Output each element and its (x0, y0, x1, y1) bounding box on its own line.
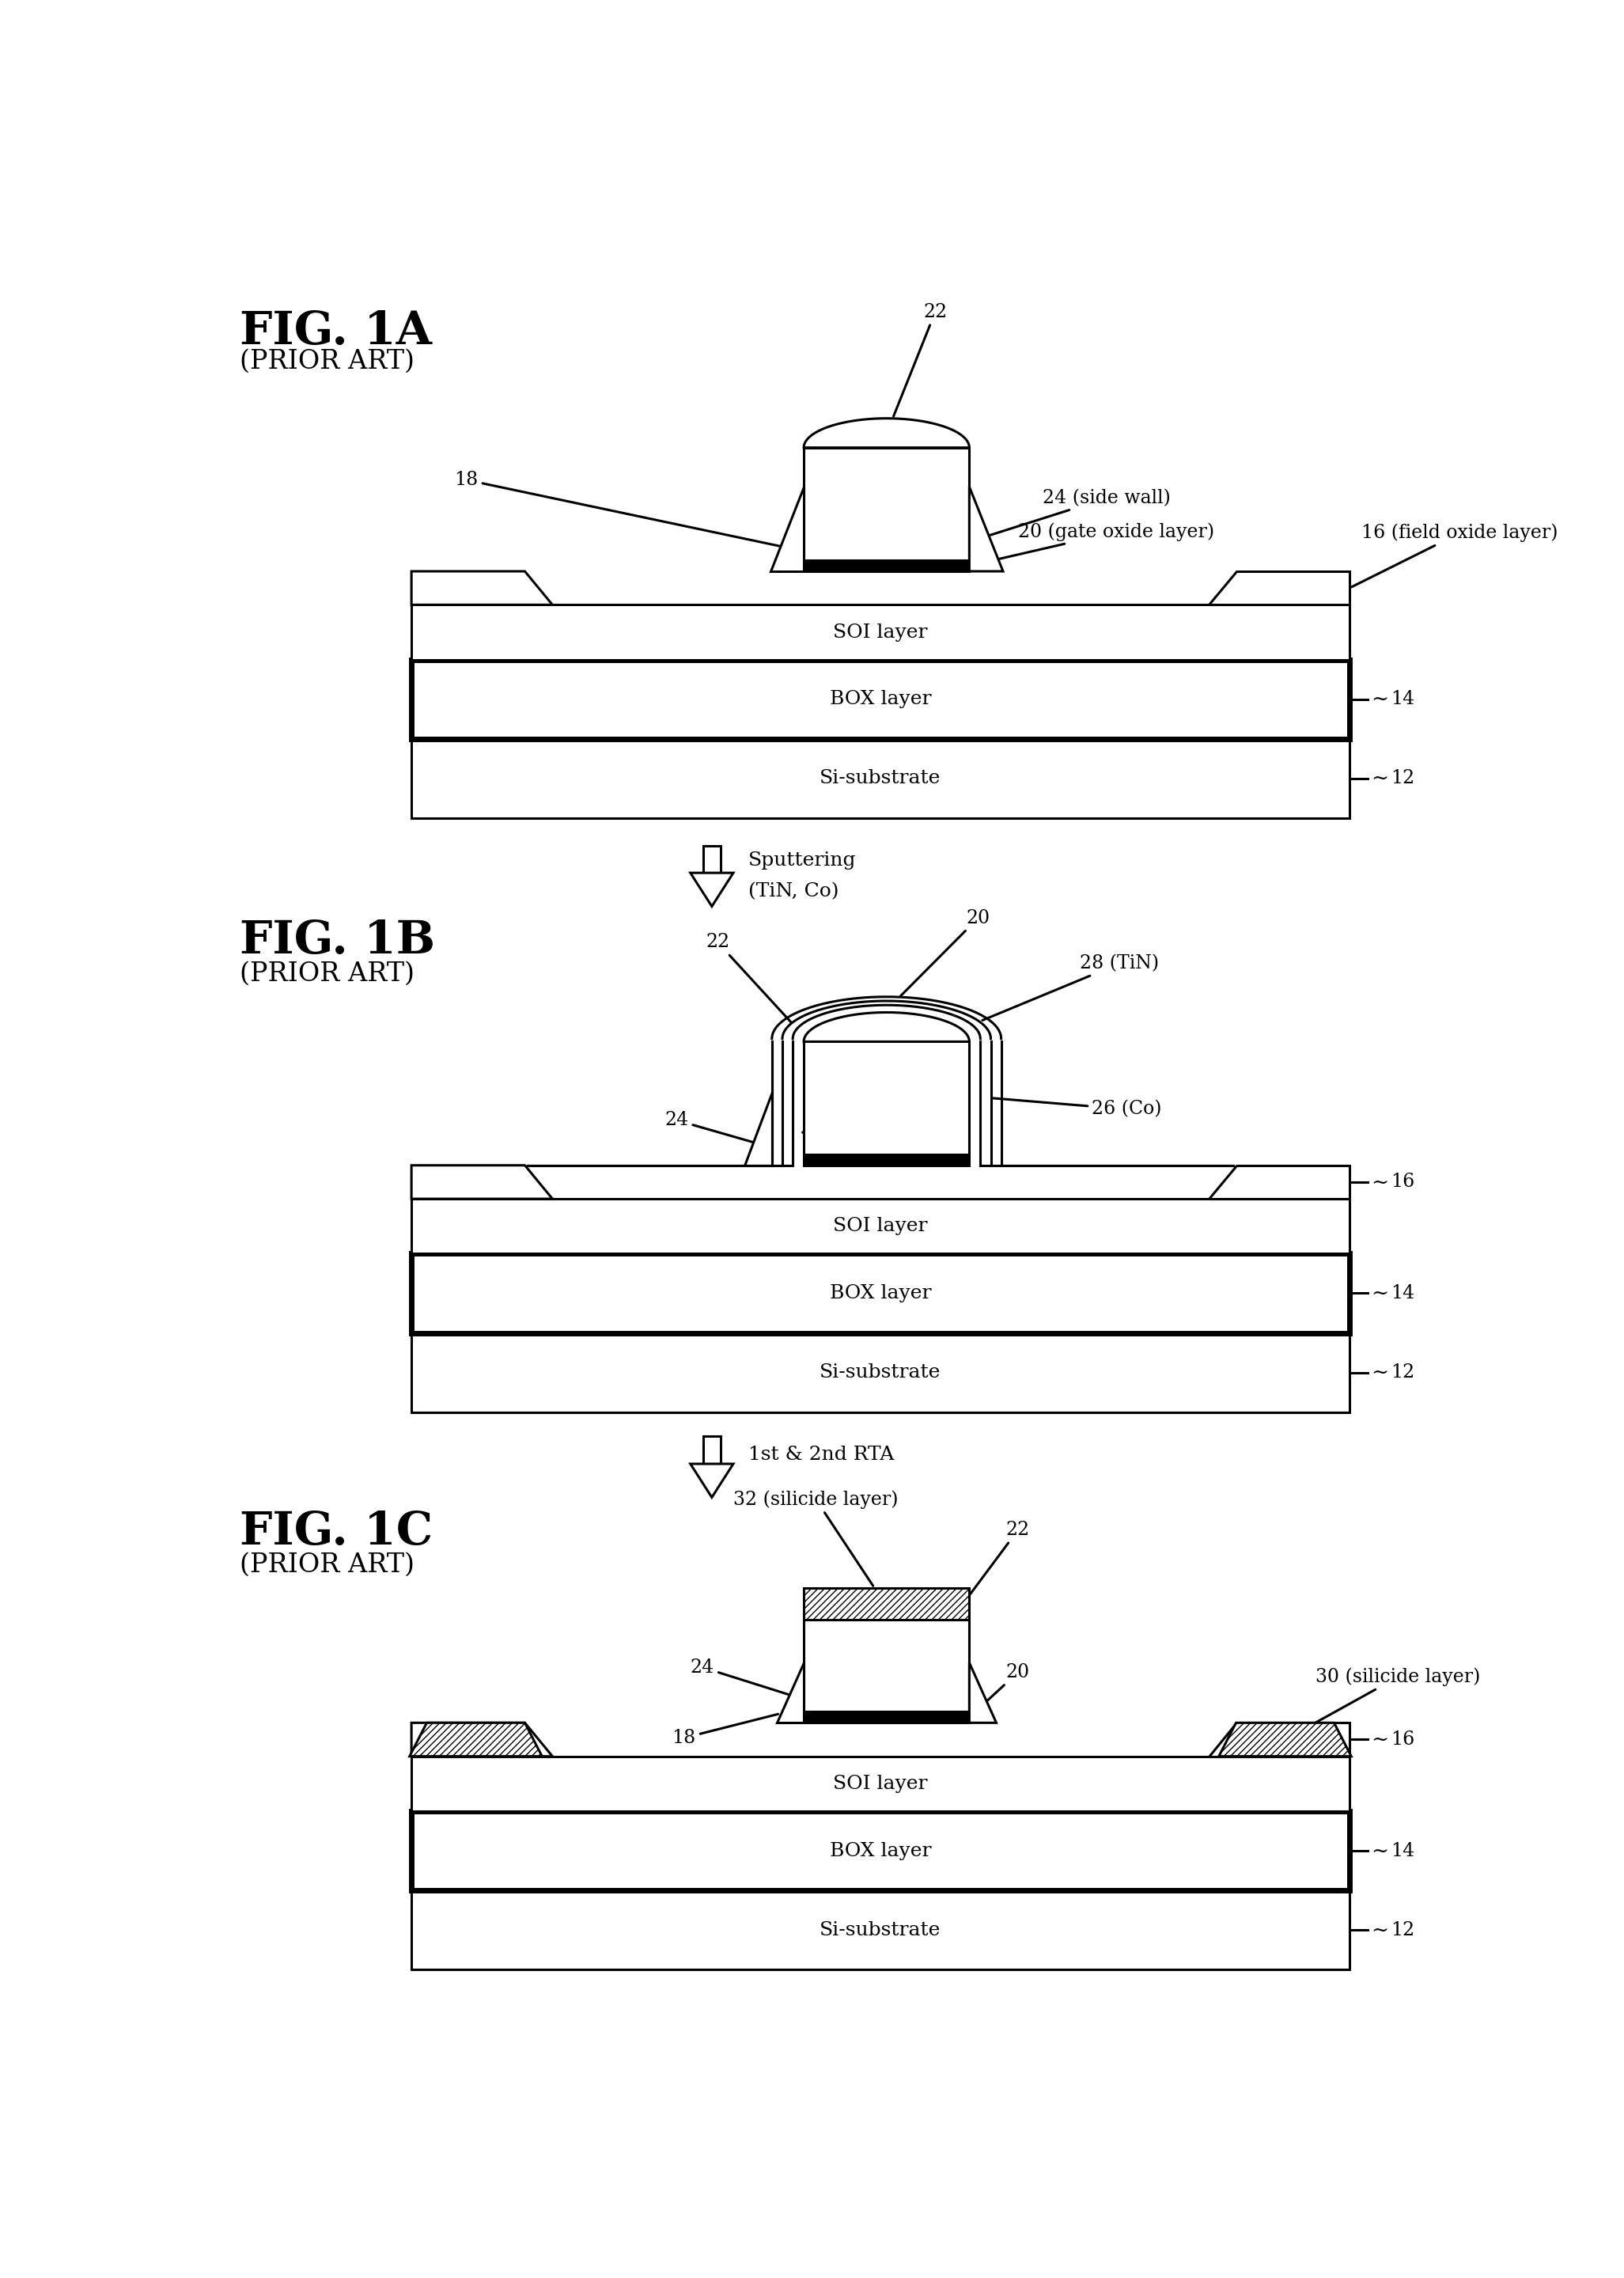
Bar (411, 1198, 1350, 1253)
Bar (411, 1811, 1350, 1891)
Polygon shape (770, 487, 804, 572)
Bar (804, 1041, 970, 1155)
Text: 26 (Co): 26 (Co) (992, 1098, 1161, 1118)
Text: ∼: ∼ (1371, 1841, 1389, 1861)
Polygon shape (804, 1011, 970, 1041)
Text: 16: 16 (1392, 1731, 1415, 1750)
Polygon shape (690, 872, 734, 907)
Polygon shape (970, 487, 1004, 572)
Polygon shape (690, 1465, 734, 1497)
Text: BOX layer: BOX layer (830, 1841, 931, 1859)
Bar (411, 1333, 1350, 1412)
Text: (PRIOR ART): (PRIOR ART) (240, 961, 414, 986)
Text: BOX layer: BOX layer (830, 1285, 931, 1303)
Text: Si-substrate: Si-substrate (820, 1920, 940, 1939)
Text: poly-Si: poly-Si (853, 1656, 921, 1674)
Text: 22: 22 (965, 1522, 1030, 1601)
Text: Sputtering: Sputtering (749, 852, 856, 870)
Text: 18: 18 (455, 472, 781, 547)
Text: poly-Si: poly-Si (853, 494, 921, 513)
Text: 18: 18 (672, 1713, 778, 1747)
Polygon shape (1208, 1722, 1350, 1756)
Text: FIG. 1A: FIG. 1A (240, 310, 432, 353)
Text: (TiN, Co): (TiN, Co) (749, 882, 840, 900)
Bar (804, 446, 970, 560)
Polygon shape (409, 1722, 542, 1756)
Text: 20: 20 (971, 1663, 1030, 1715)
Text: 22: 22 (893, 303, 947, 417)
Text: (PRIOR ART): (PRIOR ART) (240, 1551, 414, 1579)
Text: BOX layer: BOX layer (830, 690, 931, 708)
Bar (411, 1253, 1350, 1333)
Text: ∼: ∼ (1371, 1362, 1389, 1383)
Bar (804, 1588, 970, 1620)
Text: 14: 14 (1392, 1841, 1415, 1859)
Text: Si-substrate: Si-substrate (820, 770, 940, 788)
Text: 24 (side wall): 24 (side wall) (984, 490, 1171, 538)
Text: ∼: ∼ (1371, 1729, 1389, 1750)
Text: FIG. 1B: FIG. 1B (240, 918, 435, 964)
Polygon shape (411, 1166, 552, 1198)
Bar (804, 1711, 970, 1722)
Bar (804, 560, 970, 572)
Text: 12: 12 (1392, 1920, 1415, 1939)
Text: 22: 22 (706, 934, 791, 1023)
Bar (703, 1437, 721, 1465)
Polygon shape (411, 572, 552, 604)
Text: 24: 24 (690, 1658, 788, 1695)
Text: 24: 24 (664, 1112, 754, 1141)
Text: 12: 12 (1392, 1362, 1415, 1380)
Text: ∼: ∼ (1371, 768, 1389, 788)
Text: 18: 18 (802, 1132, 859, 1160)
Bar (411, 1891, 1350, 1970)
Text: SOI layer: SOI layer (833, 1775, 927, 1793)
Bar (804, 1588, 970, 1620)
Bar (703, 845, 721, 872)
Text: 1st & 2nd RTA: 1st & 2nd RTA (749, 1447, 895, 1465)
Text: poly-Si: poly-Si (853, 1089, 921, 1107)
Text: FIG. 1C: FIG. 1C (240, 1510, 434, 1554)
Polygon shape (1220, 1722, 1351, 1756)
Bar (804, 1155, 970, 1166)
Polygon shape (776, 1663, 804, 1722)
Bar (804, 1620, 970, 1711)
Text: ∼: ∼ (1371, 1283, 1389, 1303)
Polygon shape (970, 1663, 996, 1722)
Bar (411, 738, 1350, 818)
Text: ∼: ∼ (1371, 1173, 1389, 1191)
Polygon shape (744, 1091, 771, 1166)
Text: 20 (gate oxide layer): 20 (gate oxide layer) (971, 522, 1215, 565)
Bar (411, 661, 1350, 738)
Polygon shape (804, 419, 970, 446)
Text: 16: 16 (1392, 1173, 1415, 1191)
Text: ∼: ∼ (1371, 1920, 1389, 1941)
Bar (411, 604, 1350, 661)
Text: SOI layer: SOI layer (833, 1216, 927, 1235)
Text: 16 (field oxide layer): 16 (field oxide layer) (1351, 524, 1559, 588)
Polygon shape (411, 1722, 552, 1756)
Text: ∼: ∼ (1371, 690, 1389, 708)
Text: 32 (silicide layer): 32 (silicide layer) (734, 1490, 898, 1585)
Text: 20: 20 (900, 909, 991, 995)
Text: 14: 14 (1392, 690, 1415, 708)
Text: 28 (TiN): 28 (TiN) (983, 954, 1160, 1021)
Polygon shape (1208, 1166, 1350, 1198)
Text: Si-substrate: Si-substrate (820, 1362, 940, 1380)
Bar (411, 1756, 1350, 1811)
Polygon shape (1208, 572, 1350, 604)
Text: (PRIOR ART): (PRIOR ART) (240, 349, 414, 374)
Text: 12: 12 (1392, 770, 1415, 788)
Text: 14: 14 (1392, 1285, 1415, 1303)
Text: SOI layer: SOI layer (833, 624, 927, 642)
Text: 30 (silicide layer): 30 (silicide layer) (1286, 1667, 1481, 1738)
